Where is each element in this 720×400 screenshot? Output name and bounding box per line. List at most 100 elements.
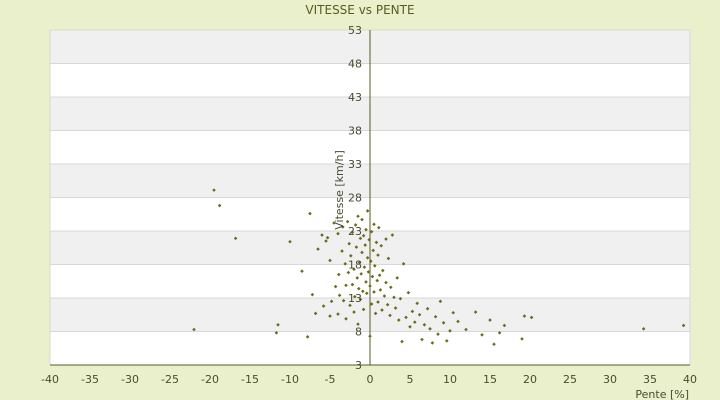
data-point <box>354 245 359 249</box>
data-point <box>389 285 393 290</box>
data-point <box>415 301 419 306</box>
data-point <box>365 256 370 260</box>
data-point <box>308 211 312 216</box>
data-point <box>336 312 340 316</box>
data-point <box>522 314 527 318</box>
data-point <box>337 272 341 277</box>
data-point <box>381 268 385 273</box>
x-tick-label: 25 <box>563 373 577 386</box>
data-point <box>502 323 507 328</box>
x-tick-label: 35 <box>643 373 657 386</box>
data-point <box>313 311 318 316</box>
data-point <box>368 284 372 288</box>
y-tick-label: 18 <box>348 259 362 272</box>
data-point <box>316 247 320 251</box>
data-point <box>329 299 334 304</box>
data-point <box>274 331 279 335</box>
data-point <box>428 327 432 331</box>
data-point <box>373 311 378 316</box>
data-point <box>356 322 360 326</box>
data-point <box>376 300 380 304</box>
data-point <box>300 269 304 273</box>
data-point <box>332 221 336 225</box>
data-point <box>376 253 380 257</box>
data-point <box>212 188 216 192</box>
data-point <box>192 327 196 332</box>
y-tick-label: 38 <box>348 125 362 138</box>
data-point <box>358 297 363 302</box>
data-point <box>417 312 422 317</box>
x-tick-label: 10 <box>443 373 457 386</box>
data-point <box>276 323 280 327</box>
x-tick-label: -25 <box>161 373 179 386</box>
data-point <box>333 284 338 289</box>
data-point <box>386 256 391 261</box>
data-point <box>288 239 292 244</box>
data-point <box>497 331 502 335</box>
data-point <box>529 315 534 320</box>
data-point <box>388 313 392 318</box>
data-point <box>369 302 374 306</box>
data-point <box>492 342 496 347</box>
data-point <box>357 260 362 265</box>
data-point <box>346 270 351 275</box>
data-point <box>345 219 350 224</box>
data-point <box>385 302 390 307</box>
x-tick-labels: -40 -35 -30 -25 -20 -15 -10 -5 0 5 10 15 20 25 30 35 40 <box>41 373 697 386</box>
data-point <box>362 265 367 269</box>
x-tick-label: -15 <box>241 373 259 386</box>
data-point <box>410 309 415 314</box>
data-point <box>371 248 375 253</box>
data-point <box>397 318 401 322</box>
x-tick-label: 15 <box>483 373 497 386</box>
data-point <box>343 262 347 266</box>
y-tick-label: 43 <box>348 91 362 104</box>
data-point <box>400 339 404 344</box>
y-tick-label: 3 <box>355 359 362 372</box>
data-point <box>310 292 315 297</box>
data-point <box>344 283 348 288</box>
data-point <box>390 233 395 237</box>
data-points <box>192 188 686 347</box>
data-point <box>379 243 383 248</box>
data-point <box>347 241 351 246</box>
x-tick-label: -35 <box>81 373 99 386</box>
data-point <box>352 310 356 314</box>
data-point <box>325 235 330 240</box>
y-tick-label: 28 <box>348 192 362 205</box>
y-tick-label: 8 <box>355 326 362 339</box>
y-tick-label: 13 <box>348 292 362 305</box>
data-point <box>340 249 344 253</box>
data-point <box>370 274 375 279</box>
data-point <box>361 307 366 312</box>
data-point <box>425 306 430 311</box>
data-point <box>375 278 379 283</box>
data-point <box>384 280 388 285</box>
data-point <box>341 225 345 229</box>
data-point <box>420 337 424 342</box>
data-point <box>372 290 376 294</box>
data-point <box>369 259 373 263</box>
data-point <box>357 286 361 291</box>
data-point <box>681 323 686 328</box>
data-point <box>361 233 366 238</box>
data-point <box>377 273 382 278</box>
data-point <box>217 203 222 208</box>
data-point <box>369 229 374 234</box>
data-point <box>337 293 342 298</box>
data-point <box>321 304 326 308</box>
data-point <box>358 236 363 241</box>
data-point <box>368 334 372 338</box>
data-point <box>365 291 369 296</box>
data-point <box>422 323 427 327</box>
data-point <box>393 306 398 310</box>
data-point <box>328 314 332 318</box>
data-point <box>448 329 452 333</box>
data-point <box>360 250 364 255</box>
data-point <box>395 276 399 280</box>
x-axis-label: Pente [%] <box>635 388 689 400</box>
data-point <box>305 335 310 339</box>
data-point <box>404 315 408 320</box>
x-tick-label: 30 <box>603 373 617 386</box>
